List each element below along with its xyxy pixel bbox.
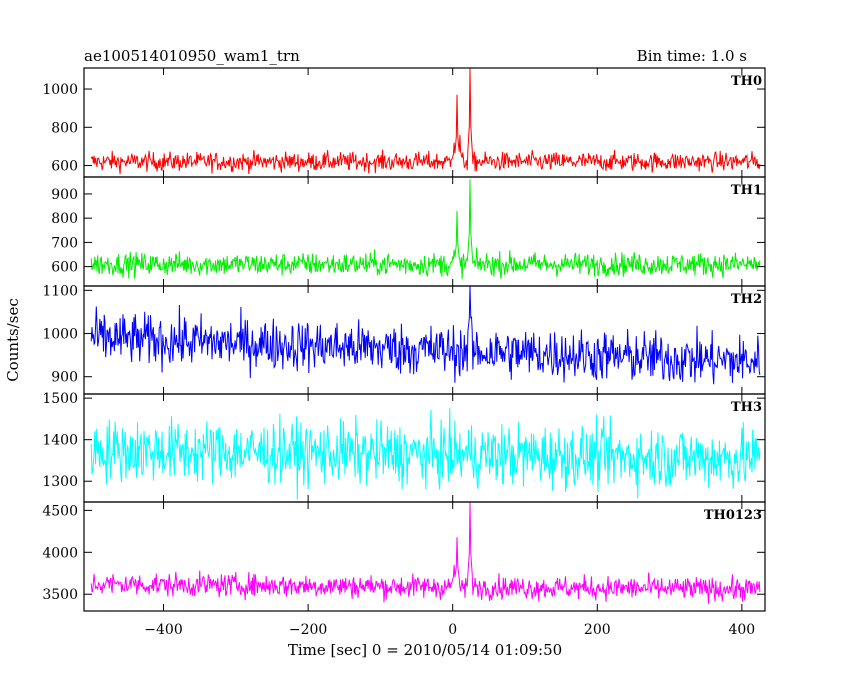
y-tick-label: 800 [51, 211, 78, 227]
panel-th2: 900 1000 1100 TH2 [42, 283, 766, 395]
x-tick-label: 400 [728, 622, 755, 638]
y-tick-label: 900 [51, 187, 78, 203]
series-line-th2 [90, 285, 761, 385]
panels: 600 800 1000 TH0 600 700 800 900 TH1 900 1000 1100 T… [42, 67, 766, 612]
y-tick-label: 600 [51, 159, 78, 175]
x-tick-label: 200 [584, 622, 611, 638]
y-tick-label: 600 [51, 260, 78, 276]
series-line-th0123 [90, 501, 761, 604]
y-axis-title: Counts/sec [4, 298, 22, 382]
series-line-th1 [90, 179, 761, 280]
y-tick-label: 1000 [42, 327, 78, 343]
panel-th1: 600 700 800 900 TH1 [51, 176, 766, 287]
panel-frame [83, 501, 766, 612]
series-line-th3 [90, 408, 761, 500]
y-tick-label: 800 [51, 120, 78, 136]
panel-th0123: 3500 4000 4500 TH0123 [42, 501, 766, 612]
series-line-th0 [90, 67, 761, 175]
panel-label-th0123: TH0123 [704, 508, 762, 523]
panel-label-th1: TH1 [731, 183, 762, 198]
x-tick-label: −200 [289, 622, 327, 638]
y-tick-label: 1100 [42, 283, 78, 299]
panel-th0: 600 800 1000 TH0 [42, 67, 766, 178]
y-tick-label: 4500 [42, 503, 78, 519]
panel-th3: 1300 1400 1500 TH3 [42, 391, 766, 503]
panel-label-th0: TH0 [731, 74, 762, 89]
y-tick-label: 1300 [42, 474, 78, 490]
panel-label-th2: TH2 [731, 292, 762, 307]
x-tick-label: 0 [448, 622, 457, 638]
y-tick-label: 4000 [42, 545, 78, 561]
y-tick-label: 900 [51, 370, 78, 386]
y-tick-label: 700 [51, 235, 78, 251]
panel-label-th3: TH3 [731, 400, 762, 415]
y-tick-label: 3500 [42, 587, 78, 603]
x-axis-title: Time [sec] 0 = 2010/05/14 01:09:50 [288, 641, 562, 659]
x-axis: −400 −200 0 200 400 [144, 622, 755, 638]
y-tick-label: 1000 [42, 82, 78, 98]
y-tick-label: 1500 [42, 391, 78, 407]
chart-title: ae100514010950_wam1_trn [84, 47, 300, 65]
y-tick-label: 1400 [42, 433, 78, 449]
x-tick-label: −400 [144, 622, 182, 638]
bin-time-label: Bin time: 1.0 s [637, 47, 747, 65]
